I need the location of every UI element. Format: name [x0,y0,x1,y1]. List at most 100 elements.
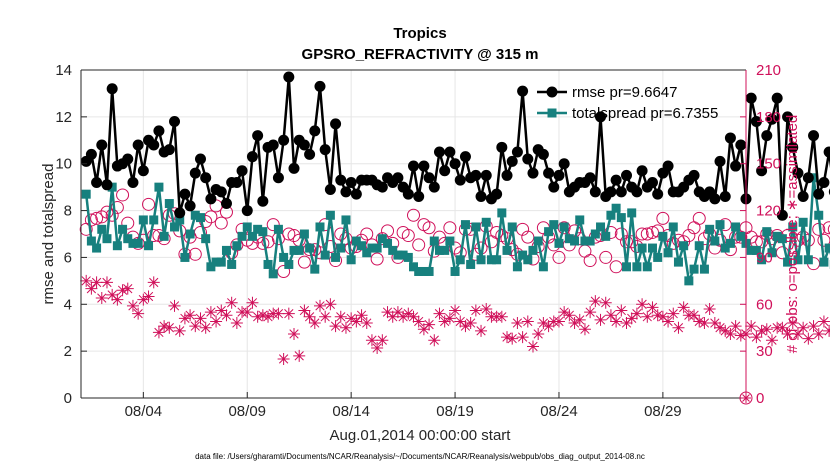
totalspread-point [97,224,107,234]
rmse-point [106,83,118,95]
rmse-point [231,176,243,188]
obs-possible-point [95,210,109,224]
rmse-point [714,155,726,167]
rmse-point [745,92,757,104]
rmse-point [537,148,549,160]
obs-assimilated-point [454,315,467,328]
rmse-point [646,176,658,188]
obs-assimilated-point [589,295,602,308]
obs-assimilated-point [371,342,384,355]
obs-assimilated-point [724,327,737,340]
y-right-tick-label: 180 [756,109,781,126]
obs-possible-point [583,254,597,268]
obs-possible-point [692,211,706,225]
totalspread-point [367,243,377,253]
obs-assimilated-point [428,334,441,347]
totalspread-point [242,222,252,232]
obs-assimilated-point [158,320,171,333]
obs-assimilated-point [184,309,197,322]
rmse-point [101,179,113,191]
totalspread-point [263,259,273,269]
rmse-point [350,188,362,200]
x-tick-label: 08/29 [644,403,682,420]
rmse-point [584,172,596,184]
rmse-point [496,141,508,153]
obs-assimilated-point [532,327,545,340]
obs-assimilated-point [412,315,425,328]
rmse-point [267,139,279,151]
rmse-point [771,92,783,104]
rmse-point [823,146,830,158]
y-tick-label: 8 [64,203,72,220]
totalspread-point [684,276,694,286]
obs-assimilated-point [262,310,275,323]
totalspread-point [533,236,543,246]
totalspread-point [445,236,455,246]
totalspread-point [736,231,746,241]
obs-assimilated-point [698,317,711,330]
rmse-point [808,130,820,142]
totalspread-point [762,227,772,237]
totalspread-point [523,255,533,265]
totalspread-point [570,236,580,246]
totalspread-point [559,222,569,232]
obs-assimilated-point [459,320,472,333]
rmse-point [433,146,445,158]
totalspread-point [824,243,830,253]
totalspread-point [596,222,606,232]
rmse-point [163,144,175,156]
obs-assimilated-point [620,317,633,330]
rmse-point [153,125,165,137]
rmse-point [480,169,492,181]
rmse-point [169,116,181,128]
obs-assimilated-point [417,323,430,336]
obs-assimilated-point [563,309,576,322]
totalspread-point [715,220,725,230]
rmse-point [340,186,352,198]
rmse-point [272,172,284,184]
obs-assimilated-point [552,315,565,328]
totalspread-point [149,215,159,225]
obs-assimilated-point [334,310,347,323]
totalspread-point [258,227,268,237]
totalspread-point [315,222,325,232]
y-tick-label: 2 [64,343,72,360]
obs-assimilated-point [339,321,352,334]
rmse-point [802,172,814,184]
obs-assimilated-point [755,324,768,337]
totalspread-point [699,264,709,274]
data-file-footnote: data file: /Users/gharamti/Documents/NCA… [195,452,645,461]
obs-assimilated-point [511,317,524,330]
rmse-point [735,139,747,151]
obs-assimilated-point [464,317,477,330]
obs-possible-point [822,221,830,235]
obs-assimilated-point [298,304,311,317]
obs-assimilated-point [688,309,701,322]
obs-assimilated-point [293,349,306,362]
rmse-point [527,167,539,179]
obs-possible-point [407,208,420,222]
totalspread-point [554,238,564,248]
obs-assimilated-point [594,313,607,326]
totalspread-point [273,224,283,234]
obs-assimilated-point [636,298,649,311]
totalspread-point [429,236,439,246]
totalspread-point [331,252,341,262]
rmse-point [797,191,809,203]
rmse-point [200,172,212,184]
totalspread-point [107,182,117,192]
totalspread-point [512,262,522,272]
rmse-point [298,139,310,151]
series-rmse [80,71,830,221]
legend-marker-totalspread [547,108,557,118]
rmse-point [122,153,134,165]
totalspread-point [783,257,793,267]
y-right-axis-label: # of obs: o=possible; ∗=assimilated [784,115,801,354]
obs-assimilated-point [345,312,358,325]
totalspread-point [440,245,450,255]
totalspread-point [170,222,180,232]
totalspread-point [720,243,730,253]
obs-assimilated-point [651,309,664,322]
obs-assimilated-point [199,321,212,334]
obs-assimilated-point [802,332,815,345]
